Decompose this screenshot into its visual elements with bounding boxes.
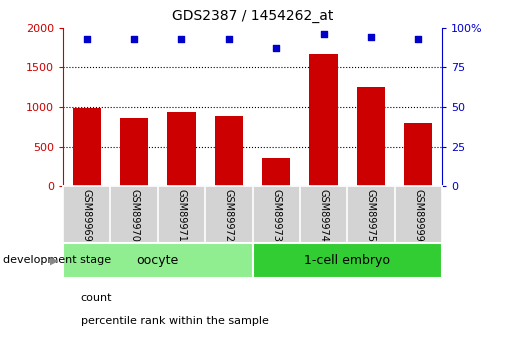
- Text: GDS2387 / 1454262_at: GDS2387 / 1454262_at: [172, 9, 333, 23]
- Point: [177, 36, 185, 41]
- Bar: [63, 243, 252, 278]
- Point: [130, 36, 138, 41]
- Bar: [262, 158, 290, 186]
- Text: GSM89999: GSM89999: [413, 189, 423, 242]
- Bar: [252, 243, 442, 278]
- Point: [83, 36, 91, 41]
- Bar: [73, 108, 101, 186]
- Text: GSM89972: GSM89972: [224, 189, 234, 242]
- Bar: [167, 112, 196, 186]
- Bar: [120, 118, 148, 186]
- Text: 1-cell embryo: 1-cell embryo: [304, 254, 390, 267]
- Text: count: count: [81, 294, 112, 303]
- Bar: [357, 87, 385, 186]
- Point: [320, 31, 328, 37]
- Text: GSM89969: GSM89969: [82, 189, 92, 242]
- Text: GSM89975: GSM89975: [366, 189, 376, 242]
- Point: [225, 36, 233, 41]
- Text: percentile rank within the sample: percentile rank within the sample: [81, 316, 269, 326]
- Text: development stage: development stage: [3, 256, 111, 265]
- Bar: [309, 54, 338, 186]
- Point: [367, 34, 375, 40]
- Text: oocyte: oocyte: [137, 254, 179, 267]
- Point: [414, 36, 422, 41]
- Text: GSM89974: GSM89974: [319, 189, 329, 242]
- Point: [272, 46, 280, 51]
- Text: GSM89970: GSM89970: [129, 189, 139, 242]
- Text: GSM89971: GSM89971: [176, 189, 186, 242]
- Bar: [215, 116, 243, 186]
- Bar: [404, 123, 432, 186]
- Text: GSM89973: GSM89973: [271, 189, 281, 242]
- Text: ▶: ▶: [49, 256, 58, 265]
